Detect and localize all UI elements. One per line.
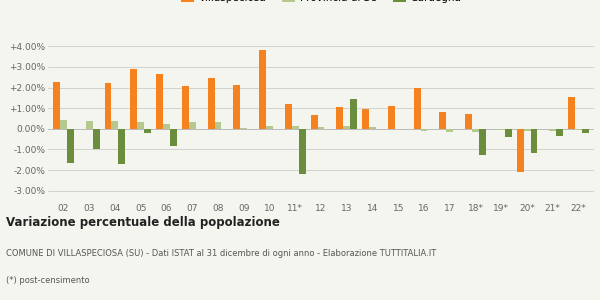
Bar: [137, 122, 144, 129]
Bar: [285, 103, 292, 129]
Bar: [118, 129, 125, 164]
Bar: [104, 83, 112, 129]
Bar: [240, 128, 247, 129]
Bar: [343, 126, 350, 129]
Bar: [182, 86, 189, 129]
Text: (*) post-censimento: (*) post-censimento: [6, 276, 89, 285]
Bar: [421, 129, 427, 131]
Bar: [163, 124, 170, 129]
Bar: [170, 129, 177, 146]
Bar: [233, 85, 240, 129]
Bar: [67, 129, 74, 164]
Bar: [439, 112, 446, 129]
Bar: [266, 126, 273, 129]
Bar: [130, 69, 137, 129]
Bar: [144, 129, 151, 133]
Bar: [362, 109, 369, 129]
Bar: [388, 106, 395, 129]
Bar: [215, 122, 221, 129]
Bar: [530, 129, 538, 153]
Bar: [479, 129, 486, 155]
Bar: [413, 88, 421, 129]
Bar: [86, 121, 92, 129]
Text: COMUNE DI VILLASPECIOSA (SU) - Dati ISTAT al 31 dicembre di ogni anno - Elaboraz: COMUNE DI VILLASPECIOSA (SU) - Dati ISTA…: [6, 249, 436, 258]
Bar: [446, 129, 453, 132]
Bar: [556, 129, 563, 136]
Bar: [112, 121, 118, 129]
Bar: [208, 79, 215, 129]
Bar: [317, 127, 325, 129]
Bar: [498, 129, 505, 130]
Bar: [60, 120, 67, 129]
Bar: [524, 129, 530, 131]
Bar: [517, 129, 524, 172]
Bar: [472, 129, 479, 132]
Bar: [299, 129, 305, 174]
Bar: [465, 114, 472, 129]
Bar: [337, 106, 343, 129]
Bar: [550, 129, 556, 131]
Bar: [259, 50, 266, 129]
Bar: [369, 127, 376, 129]
Bar: [568, 97, 575, 129]
Bar: [582, 129, 589, 133]
Bar: [92, 129, 100, 149]
Bar: [505, 129, 512, 136]
Bar: [156, 74, 163, 129]
Bar: [350, 99, 357, 129]
Bar: [575, 129, 582, 130]
Bar: [311, 115, 317, 129]
Text: Variazione percentuale della popolazione: Variazione percentuale della popolazione: [6, 216, 280, 229]
Bar: [292, 126, 299, 129]
Legend: Villaspeciosa, Provincia di SU, Sardegna: Villaspeciosa, Provincia di SU, Sardegna: [177, 0, 465, 7]
Bar: [189, 122, 196, 129]
Bar: [53, 82, 60, 129]
